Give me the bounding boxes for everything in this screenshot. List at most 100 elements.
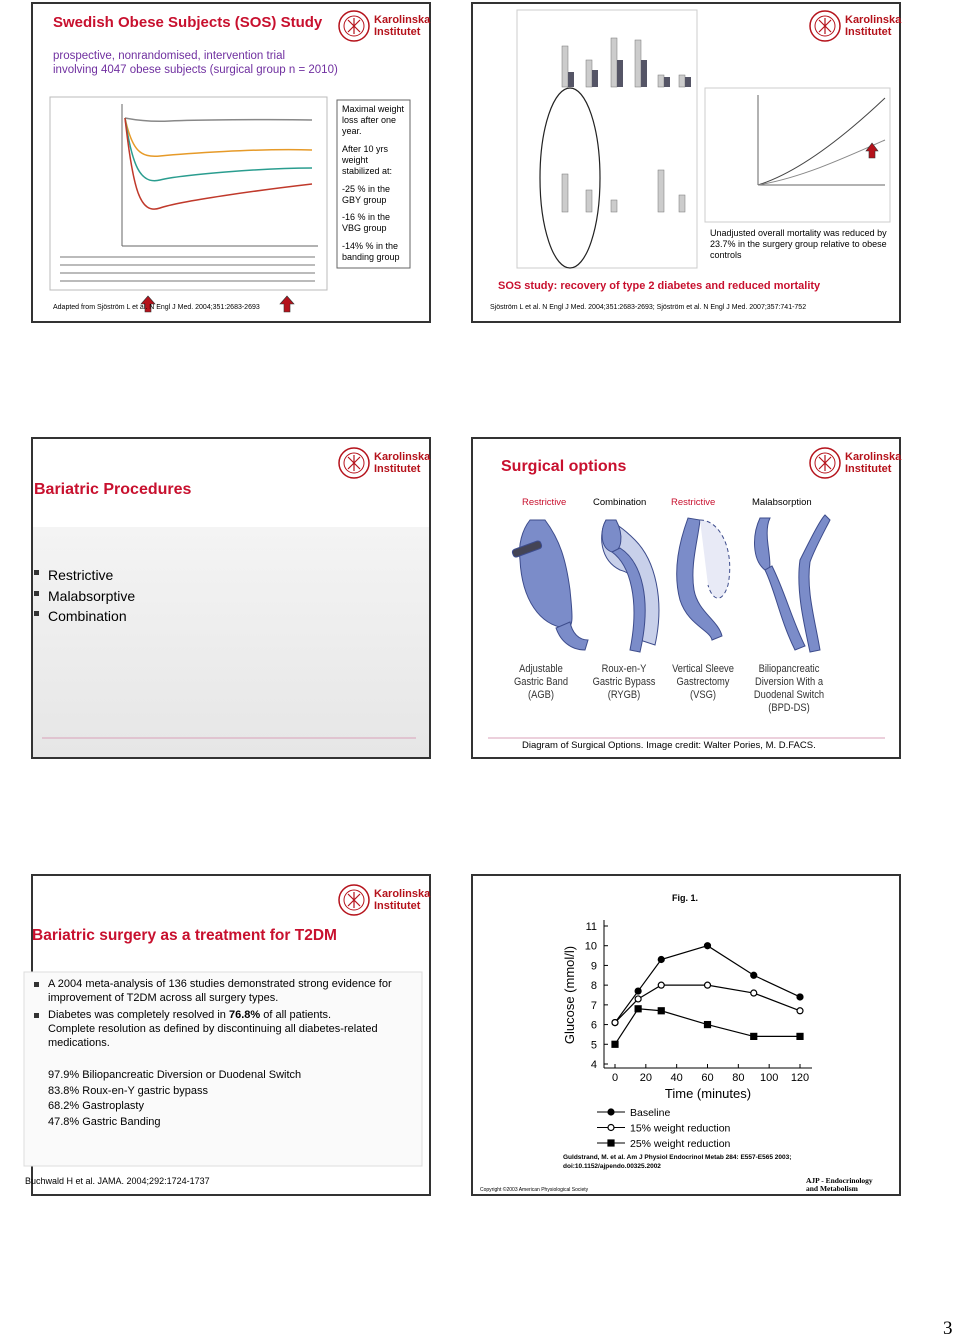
rate: 68.2% Gastroplasty (48, 1100, 144, 1112)
text-panel (23, 971, 423, 1167)
logo-text: Karolinska (374, 451, 431, 463)
marker (611, 1018, 619, 1027)
procedure-line: Biliopancreatic (758, 663, 820, 675)
marker (796, 1007, 804, 1015)
procedure-label: Roux-en-Y Gastric Bypass (RYGB) (582, 663, 667, 702)
caption: Unadjusted overall mortality was reduced… (710, 228, 887, 260)
logo-text: Institutet (845, 463, 892, 475)
marker (634, 1005, 642, 1013)
citation: Adapted from Sjöström L et al. N Engl J … (53, 304, 260, 311)
rate: 97.9% Biliopancreatic Diversion or Duode… (48, 1069, 302, 1081)
x-tick-label: 100 (760, 1072, 778, 1084)
note: -16 % in the VBG group (342, 212, 391, 233)
y-tick-label: 10 (585, 941, 597, 953)
procedure-line: Gastric Band (513, 676, 569, 688)
journal-line: AJP - Endocrinology (806, 1176, 873, 1185)
x-tick-label: 120 (791, 1072, 809, 1084)
procedure-line: (VSG) (690, 689, 716, 701)
procedure-line: Diversion With a (754, 676, 824, 688)
marker (657, 1007, 665, 1015)
column-label: Combination (593, 497, 647, 508)
bullet: A 2004 meta-analysis of 136 studies demo… (32, 977, 412, 1005)
series-line (614, 1008, 800, 1045)
slide-title: Bariatric surgery as a treatment for T2D… (32, 927, 337, 944)
column-label: Malabsorption (752, 497, 812, 508)
note: -25 % in the GBY group (342, 184, 391, 205)
procedure-label: Biliopancreatic Diversion With a Duodenal … (747, 663, 832, 715)
series-line (614, 945, 801, 1023)
bullet: Diabetes was completely resolved in 76.8… (32, 1008, 412, 1050)
procedure-line: (BPD-DS) (768, 702, 810, 714)
marker (750, 971, 758, 979)
marker (750, 1032, 758, 1041)
y-tick-label: 7 (591, 1000, 597, 1012)
citation: Sjöström L et al. N Engl J Med. 2004;351… (490, 304, 807, 311)
marker (634, 995, 642, 1003)
logo-text: Institutet (374, 463, 421, 475)
marker (703, 1020, 712, 1029)
x-tick-label: 60 (701, 1072, 713, 1084)
y-axis-label: Glucose (mmol/l) (562, 946, 577, 1044)
page-number: 3 (943, 1318, 953, 1339)
journal-line: and Metabolism (806, 1184, 858, 1193)
figure-label: Fig. 1. (672, 893, 699, 903)
bullet-list: A 2004 meta-analysis of 136 studies demo… (32, 977, 412, 1050)
slide-background (33, 527, 429, 757)
procedure-label: Adjustable Gastric Band (AGB) (499, 663, 584, 702)
marker (703, 981, 712, 989)
x-tick-label: 40 (671, 1072, 683, 1084)
y-tick-label: 9 (591, 960, 597, 972)
bullet: Malabsorptive (32, 586, 135, 607)
logo-text: Karolinska (374, 14, 431, 26)
text: Diabetes was completely resolved in (48, 1009, 229, 1021)
slide-title: Bariatric Procedures (34, 481, 192, 498)
sos-figures (516, 9, 891, 269)
y-tick-label: 6 (591, 1020, 597, 1032)
bullet: Combination (32, 606, 135, 627)
legend-marker (607, 1108, 615, 1116)
procedure-line: Adjustable (519, 663, 563, 675)
x-tick-label: 80 (732, 1072, 744, 1084)
citation: Guldstrand, M. et al. Am J Physiol Endoc… (563, 1153, 791, 1171)
rate: 83.8% Roux-en-Y gastric bypass (48, 1084, 208, 1097)
subtitle: prospective, nonrandomised, intervention… (53, 50, 286, 62)
text: Complete resolution as defined by discon… (48, 1023, 378, 1049)
column-label: Restrictive (671, 497, 716, 508)
marker (611, 1040, 619, 1048)
procedure-line: Duodenal Switch (753, 689, 825, 701)
logo-text: Karolinska (845, 14, 902, 26)
slide-title: Surgical options (501, 458, 627, 475)
column-label: Restrictive (522, 497, 567, 508)
citation-line: doi:10.1152/ajpendo.00325.2002 (563, 1163, 661, 1170)
legend-marker (607, 1123, 615, 1132)
note: Maximal weight loss after one year. (342, 104, 405, 136)
glucose-chart: 4 5 6 7 8 9 10 11 0 20 40 60 80 100 120 Glucose (mmol/l… (562, 920, 812, 1150)
subtitle: involving 4047 obese subjects (surgical … (53, 64, 338, 76)
y-tick-label: 4 (591, 1059, 597, 1071)
procedure-line: (RYGB) (607, 689, 641, 701)
logo-text: Karolinska (845, 451, 902, 463)
bullet-list: Restrictive Malabsorptive Combination (32, 565, 135, 627)
marker (657, 981, 665, 989)
procedure-line: Vertical Sleeve (672, 663, 734, 675)
emphasis: 76.8% (228, 1009, 261, 1021)
slide-title: SOS study: recovery of type 2 diabetes a… (498, 280, 821, 292)
rate-list: 97.9% Biliopancreatic Diversion or Duode… (48, 1068, 301, 1130)
bullet: Restrictive (32, 565, 135, 586)
marker (796, 993, 804, 1001)
marker (703, 942, 712, 950)
series-line (614, 984, 801, 1024)
citation: Buchwald H et al. JAMA. 2004;292:1724-17… (25, 1176, 210, 1186)
legend-label: Baseline (630, 1107, 670, 1119)
copyright: Copyright ©2003 American Physiological S… (480, 1187, 589, 1193)
citation-line: Guldstrand, M. et al. Am J Physiol Endoc… (563, 1154, 792, 1161)
logo-text: Karolinska (374, 888, 431, 900)
x-axis-label: Time (minutes) (665, 1086, 751, 1101)
marker (657, 955, 665, 964)
note: -14% % in the banding group (342, 241, 400, 262)
rate: 47.8% Gastric Banding (48, 1115, 161, 1128)
surgery-illustrations (511, 514, 831, 653)
x-tick-label: 0 (612, 1072, 618, 1084)
